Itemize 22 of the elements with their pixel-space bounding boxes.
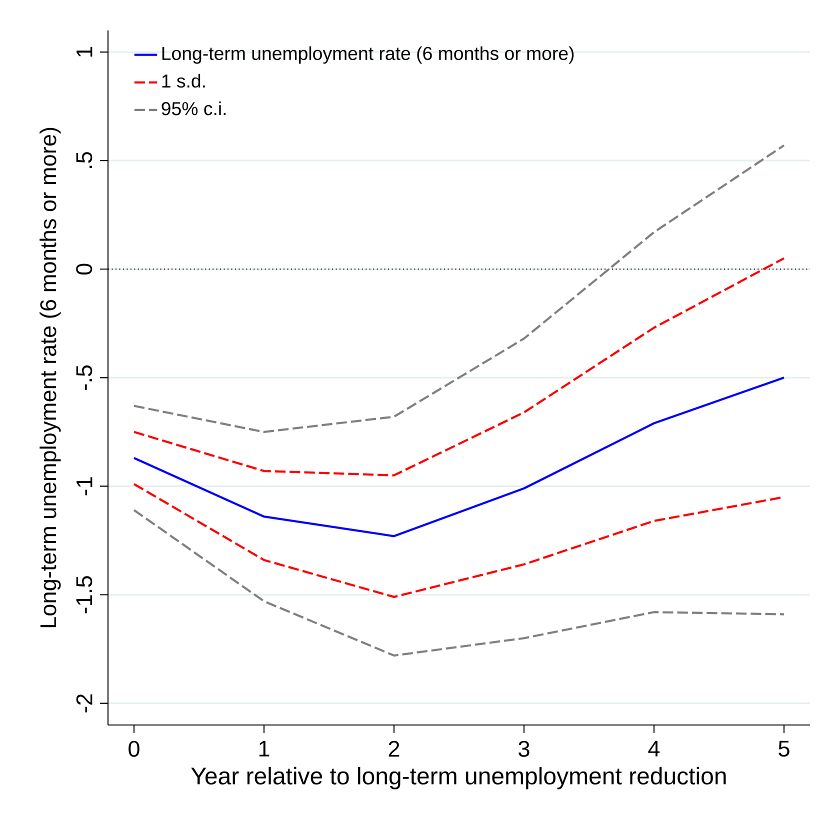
legend-label: 1 s.d.	[162, 74, 205, 88]
y-tick-label: -1	[76, 477, 92, 496]
line-series	[132, 509, 786, 657]
legend-label: 95% c.i.	[162, 102, 226, 116]
line-series	[132, 257, 786, 476]
y-tick-label: -.5	[76, 365, 92, 390]
y-tick-label: -2	[76, 694, 92, 712]
y-tick-label: 1	[76, 46, 92, 57]
x-tick-label: 4	[648, 740, 660, 756]
y-axis-title: Long-term unemployment rate (6 months or more)	[40, 128, 61, 628]
y-tick-label: 0	[76, 264, 92, 275]
line-series	[132, 376, 786, 538]
legend-label: Long-term unemployment rate (6 months or more)	[162, 46, 574, 64]
x-tick-label: 1	[259, 740, 270, 756]
x-tick-label: 2	[388, 740, 400, 757]
y-tick-label: .5	[76, 152, 92, 168]
y-tick-label: -1.5	[76, 576, 92, 614]
x-tick-label: 3	[518, 740, 530, 757]
x-tick-label: 0	[128, 740, 140, 757]
line-series	[132, 144, 786, 434]
x-axis-title: Year relative to long-term unemployment reduction	[191, 766, 726, 790]
x-tick-label: 5	[778, 740, 790, 757]
